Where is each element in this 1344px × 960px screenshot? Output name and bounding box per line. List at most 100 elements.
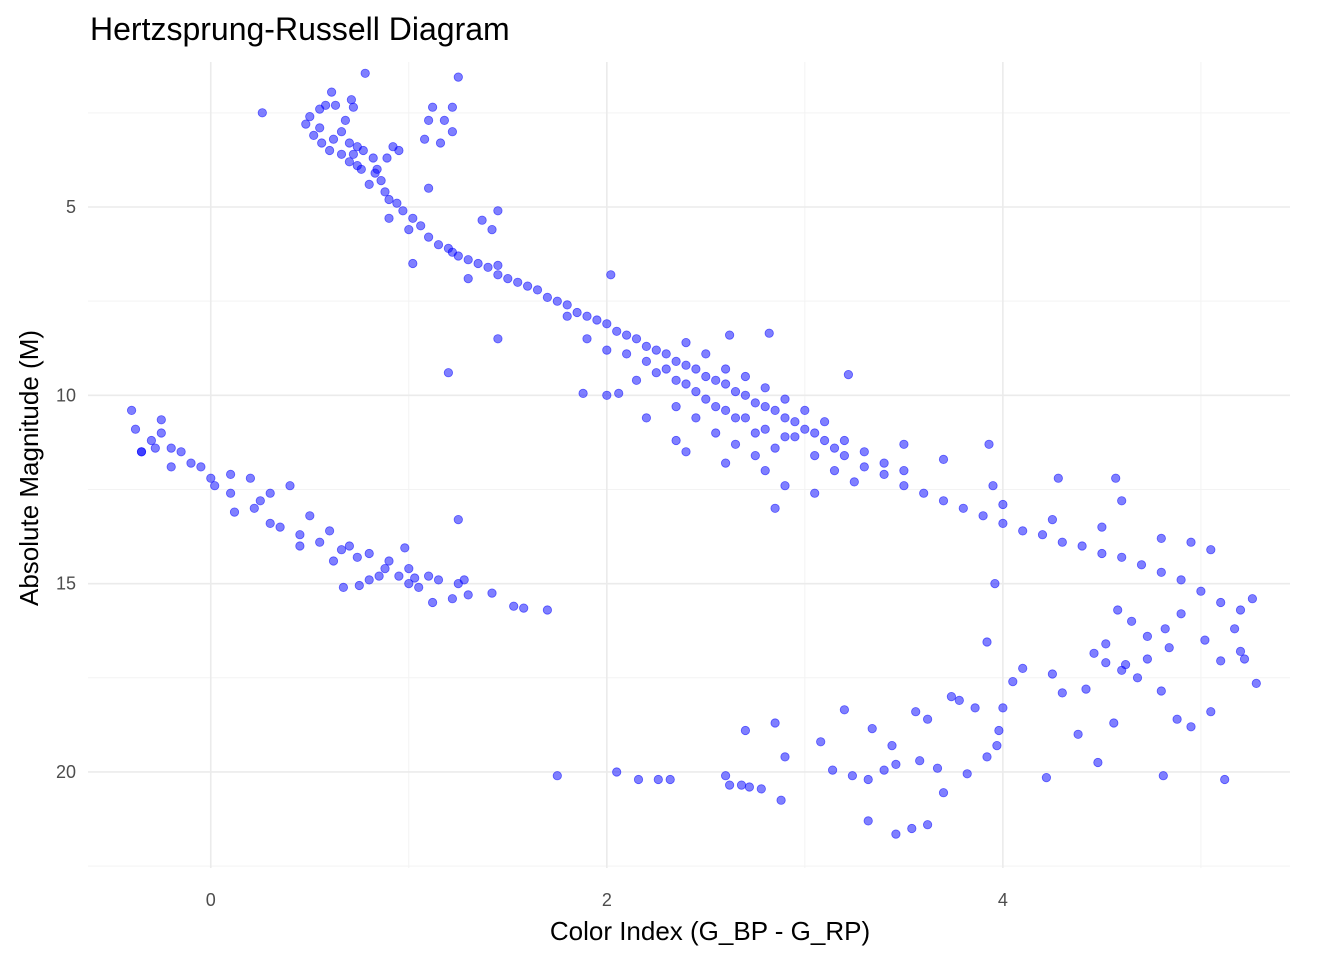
data-point [859, 447, 869, 457]
data-point [552, 296, 562, 306]
data-point [348, 149, 358, 159]
y-tick-label: 20 [56, 762, 76, 782]
data-point [522, 281, 533, 291]
data-point [1160, 624, 1170, 634]
data-point [1101, 639, 1111, 649]
data-point [800, 424, 810, 434]
data-point [982, 752, 992, 762]
data-point [1196, 586, 1206, 596]
data-point [1127, 616, 1137, 626]
x-tick-label: 2 [602, 890, 612, 910]
data-point [651, 345, 661, 355]
data-point [633, 774, 644, 785]
data-point [800, 405, 810, 415]
data-point [990, 578, 1000, 589]
data-point [265, 518, 275, 529]
data-point [1097, 548, 1107, 559]
data-point [810, 488, 820, 498]
data-point [1121, 659, 1131, 670]
data-point [423, 571, 434, 581]
data-point [819, 435, 830, 446]
data-point [711, 401, 721, 412]
data-point [400, 543, 410, 553]
data-point [756, 784, 766, 794]
data-point [790, 432, 800, 442]
data-point [711, 375, 721, 385]
data-point [370, 168, 380, 178]
data-point [879, 765, 889, 775]
data-point [1018, 663, 1028, 674]
data-point [847, 771, 858, 781]
data-point [477, 215, 487, 225]
data-point [1186, 537, 1196, 547]
data-point [602, 319, 612, 329]
data-point [1200, 635, 1210, 645]
data-point [487, 225, 497, 235]
data-point [423, 183, 434, 193]
data-point [1206, 707, 1216, 717]
data-point [641, 341, 652, 351]
data-point [1230, 624, 1240, 634]
data-point [661, 349, 671, 359]
data-point [136, 447, 147, 457]
data-point [257, 108, 267, 118]
y-tick-label: 10 [56, 385, 76, 405]
data-point [780, 432, 790, 442]
data-point [602, 345, 612, 355]
data-point [730, 439, 741, 449]
data-point [780, 752, 790, 762]
data-point [255, 496, 265, 506]
data-point [301, 119, 311, 129]
data-point [1216, 597, 1226, 608]
data-point [724, 330, 735, 340]
data-point [612, 326, 622, 336]
data-point [770, 503, 780, 513]
data-point [1097, 522, 1107, 532]
data-point [582, 311, 592, 321]
data-point [447, 127, 457, 137]
data-point [532, 285, 543, 295]
data-point [740, 390, 751, 400]
data-point [380, 563, 390, 574]
data-point [156, 428, 166, 438]
data-point [954, 695, 964, 706]
data-point [463, 273, 473, 284]
data-point [315, 537, 325, 547]
data-point [166, 443, 176, 453]
data-point [352, 552, 362, 562]
data-point [691, 364, 701, 374]
data-point [1111, 473, 1121, 483]
data-point [1156, 567, 1166, 577]
data-point [1093, 757, 1103, 768]
data-point [899, 465, 909, 476]
data-point [408, 213, 418, 223]
data-point [408, 258, 418, 269]
data-point [459, 575, 469, 585]
data-point [364, 179, 374, 189]
data-point [730, 386, 741, 397]
data-point [994, 725, 1004, 736]
data-point [938, 454, 949, 464]
data-point [404, 578, 414, 589]
data-point [493, 206, 503, 216]
data-point [483, 262, 493, 272]
y-axis-ticks: 5 10 15 20 [56, 197, 76, 782]
data-point [1220, 774, 1230, 785]
data-point [982, 637, 992, 647]
data-point [275, 522, 285, 532]
data-point [843, 369, 854, 380]
data-point [305, 511, 315, 521]
data-point [186, 458, 196, 468]
data-point [711, 428, 721, 438]
data-point [970, 703, 980, 713]
data-point [1176, 575, 1186, 585]
data-point [606, 270, 616, 280]
data-point [519, 603, 529, 613]
data-point [720, 458, 731, 468]
data-point [229, 507, 240, 517]
data-point [344, 541, 354, 551]
data-point [829, 443, 840, 453]
data-point [493, 334, 503, 344]
data-point [938, 788, 949, 798]
data-point [1142, 654, 1153, 664]
